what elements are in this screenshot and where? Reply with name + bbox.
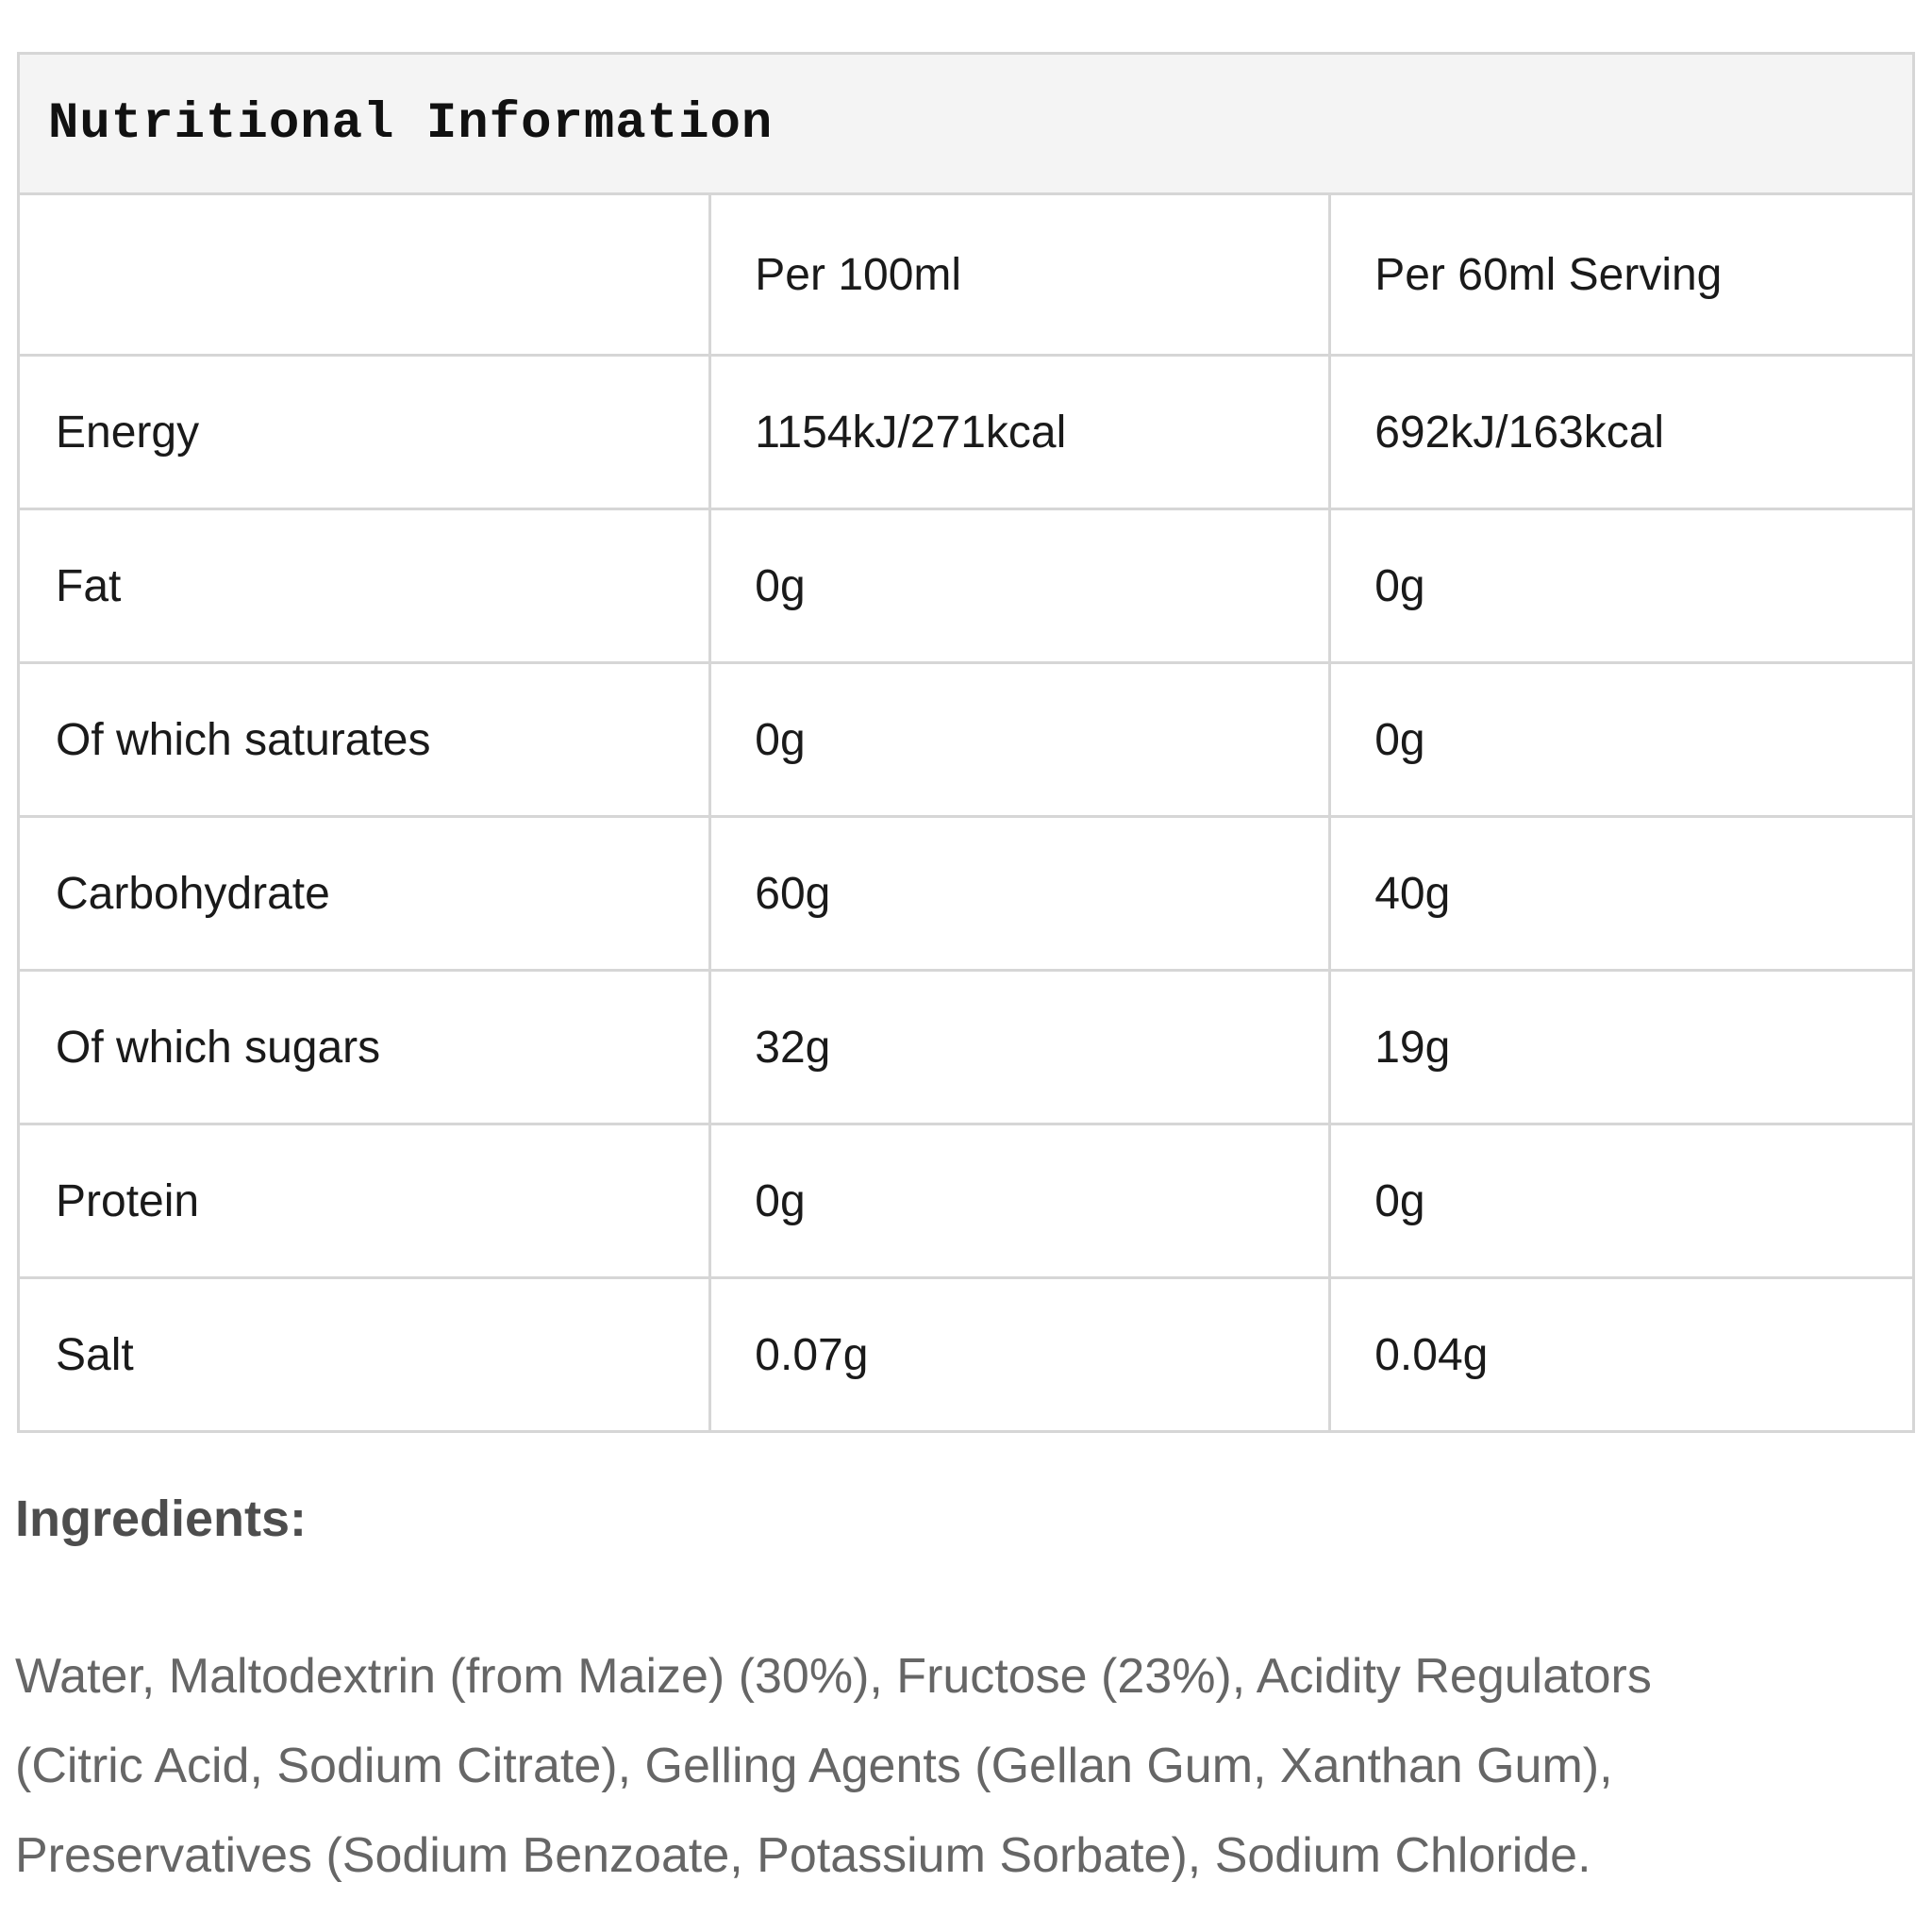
page-title: Nutritional Information xyxy=(17,52,1915,195)
row-label: Energy xyxy=(16,354,712,510)
per-60ml-value: 0g xyxy=(1328,1123,1915,1279)
row-label: Of which saturates xyxy=(16,661,712,818)
row-label: Carbohydrate xyxy=(16,815,712,972)
column-header-per-100ml: Per 100ml xyxy=(708,192,1332,357)
per-100ml-value: 1154kJ/271kcal xyxy=(708,354,1332,510)
per-100ml-value: 0g xyxy=(708,1123,1332,1279)
nutrition-table: Nutritional Information Per 100ml Per 60… xyxy=(16,52,1915,1433)
table-row: Carbohydrate 60g 40g xyxy=(16,815,1915,972)
per-100ml-value: 0g xyxy=(708,661,1332,818)
column-header-empty xyxy=(16,192,712,357)
per-60ml-value: 0.04g xyxy=(1328,1276,1915,1433)
per-60ml-value: 692kJ/163kcal xyxy=(1328,354,1915,510)
per-60ml-value: 0g xyxy=(1328,661,1915,818)
column-header-per-60ml-serving: Per 60ml Serving xyxy=(1328,192,1915,357)
per-60ml-value: 0g xyxy=(1328,508,1915,664)
table-row: Of which sugars 32g 19g xyxy=(16,969,1915,1125)
table-row: Salt 0.07g 0.04g xyxy=(16,1276,1915,1433)
ingredients-line: Water, Maltodextrin (from Maize) (30%), … xyxy=(15,1649,1652,1704)
per-100ml-value: 60g xyxy=(708,815,1332,972)
table-row: Energy 1154kJ/271kcal 692kJ/163kcal xyxy=(16,354,1915,510)
per-100ml-value: 32g xyxy=(708,969,1332,1125)
row-label: Protein xyxy=(16,1123,712,1279)
table-header-row: Per 100ml Per 60ml Serving xyxy=(16,192,1915,357)
per-100ml-value: 0.07g xyxy=(708,1276,1332,1433)
ingredients-line: (Citric Acid, Sodium Citrate), Gelling A… xyxy=(15,1739,1613,1793)
per-60ml-value: 19g xyxy=(1328,969,1915,1125)
ingredients-heading: Ingredients: xyxy=(15,1491,308,1547)
per-60ml-value: 40g xyxy=(1328,815,1915,972)
row-label: Fat xyxy=(16,508,712,664)
ingredients-paragraph: Water, Maltodextrin (from Maize) (30%), … xyxy=(15,1632,1917,1901)
row-label: Of which sugars xyxy=(16,969,712,1125)
ingredients-line: Preservatives (Sodium Benzoate, Potassiu… xyxy=(15,1828,1591,1883)
ingredients-section: Ingredients: Water, Maltodextrin (from M… xyxy=(15,1489,1917,1901)
table-row: Protein 0g 0g xyxy=(16,1123,1915,1279)
table-title-row: Nutritional Information xyxy=(17,52,1915,195)
table-row: Fat 0g 0g xyxy=(16,508,1915,664)
table-row: Of which saturates 0g 0g xyxy=(16,661,1915,818)
row-label: Salt xyxy=(16,1276,712,1433)
per-100ml-value: 0g xyxy=(708,508,1332,664)
